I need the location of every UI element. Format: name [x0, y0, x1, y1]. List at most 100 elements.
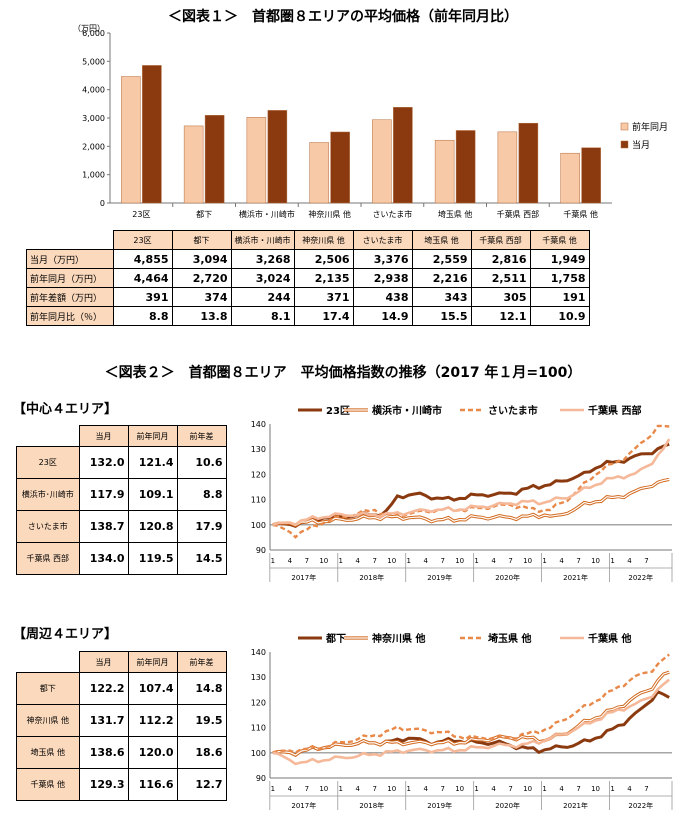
fig1-table-cell: 2,559	[411, 249, 472, 269]
peripheral-table-corner	[16, 651, 80, 673]
central-table-cell: 8.8	[176, 478, 227, 511]
fig1-table-row-label: 前年同月（万円）	[26, 268, 114, 288]
line-month-label: 4	[356, 785, 361, 793]
fig1-table-cell: 3,094	[171, 249, 232, 269]
fig1-table: 23区 都下 横浜市・川崎市 神奈川県 他 さいたま市 埼玉県 他 千葉県 西部…	[26, 230, 590, 326]
central-table-row: 千葉県 西部 134.0 119.5 14.5	[16, 542, 227, 575]
fig1-table-cell: 1,949	[529, 249, 590, 269]
line-y-tick-label: 110	[251, 724, 266, 733]
central-table-cell: 117.9	[78, 478, 129, 511]
line-year-label: 2019年	[427, 801, 452, 810]
bar-curr	[142, 65, 162, 204]
peripheral-table-row: 都下 122.2 107.4 14.8	[16, 672, 227, 705]
line-month-label: 1	[474, 557, 478, 565]
peripheral-col-header: 当月	[78, 651, 129, 673]
peripheral-table-cell: 116.6	[127, 768, 178, 801]
fig1-table-cell: 3,024	[230, 268, 295, 288]
line-month-label: 10	[387, 785, 396, 793]
legend-label: 神奈川県 他	[372, 632, 425, 645]
central-table-row: さいたま市 138.7 120.8 17.9	[16, 510, 227, 543]
fig1-table-cell: 2,216	[411, 268, 472, 288]
central-table-row-label: 横浜市･川崎市	[16, 478, 80, 511]
fig1-col-header: さいたま市	[352, 230, 413, 250]
central-table-cell: 138.7	[78, 510, 129, 543]
peripheral-table-cell: 120.0	[127, 736, 178, 769]
series-line-inner	[272, 478, 670, 527]
bar-curr	[581, 147, 601, 204]
line-month-label: 4	[423, 785, 428, 793]
line-month-label: 10	[319, 557, 328, 565]
legend-label: 千葉県 他	[588, 632, 631, 645]
bar-curr	[330, 131, 350, 204]
bar-y-tick-label: 0	[100, 199, 105, 208]
fig1-table-cell: 10.9	[529, 306, 590, 326]
line-month-label: 1	[474, 785, 478, 793]
fig2-title: ＜図表２＞ 首都圏８エリア 平均価格指数の推移（2017 年１月=100）	[104, 365, 582, 381]
line-month-label: 7	[644, 557, 648, 565]
fig1-table-row-label: 前年同月比（％）	[26, 306, 114, 326]
line-year-label: 2017年	[291, 573, 316, 582]
fig1-table-cell: 15.5	[411, 306, 472, 326]
bar-prev	[183, 125, 204, 204]
central-table-cell: 121.4	[127, 446, 178, 479]
fig1-table-cell: 191	[529, 287, 590, 307]
bar-prev	[246, 117, 267, 204]
line-month-label: 4	[356, 557, 361, 565]
peripheral-table-cell: 122.2	[78, 672, 129, 705]
fig1-table-cell: 374	[171, 287, 232, 307]
central-table-cell: 119.5	[127, 542, 178, 575]
bar-curr	[455, 130, 476, 204]
bar-y-tick-label: 2,000	[82, 142, 105, 151]
line-month-label: 1	[271, 557, 275, 565]
legend-label: さいたま市	[488, 404, 538, 417]
bar-prev	[121, 76, 141, 204]
bar-legend-label: 前年同月	[632, 121, 668, 133]
fig1-table-cell: 8.8	[112, 306, 173, 326]
fig1-table-cell: 2,506	[293, 249, 354, 269]
line-y-tick-label: 130	[251, 673, 266, 682]
line-month-label: 10	[455, 557, 464, 565]
bar-y-tick-label: 5,000	[82, 57, 105, 66]
central-col-header: 前年同月	[127, 425, 178, 447]
line-year-label: 2022年	[628, 573, 653, 582]
line-month-label: 10	[591, 785, 600, 793]
peripheral-table-cell: 107.4	[127, 672, 178, 705]
fig1-table-cell: 3,268	[230, 249, 295, 269]
line-y-tick-label: 90	[256, 546, 266, 555]
line-month-label: 7	[644, 785, 648, 793]
peripheral-table-cell: 18.6	[176, 736, 227, 769]
central-table-cell: 134.0	[78, 542, 129, 575]
fig1-table-cell: 2,720	[171, 268, 232, 288]
fig1-table-row-label: 前年差額（万円）	[26, 287, 114, 307]
fig1-table-cell: 3,376	[352, 249, 413, 269]
bar-category-label: 都下	[196, 210, 212, 219]
line-month-label: 7	[576, 557, 580, 565]
fig1-table-cell: 244	[230, 287, 295, 307]
line-month-label: 1	[339, 785, 343, 793]
line-month-label: 7	[508, 785, 512, 793]
line-year-label: 2020年	[495, 573, 520, 582]
line-month-label: 1	[610, 785, 614, 793]
fig1-table-row: 当月（万円） 4,855 3,094 3,268 2,506 3,376 2,559 2,81…	[26, 249, 590, 269]
bar-curr	[393, 107, 413, 204]
series-line	[272, 438, 671, 527]
line-year-label: 2019年	[427, 573, 452, 582]
bar-category-label: 横浜市・川崎市	[239, 209, 295, 219]
line-month-label: 7	[305, 557, 309, 565]
line-month-label: 1	[271, 785, 275, 793]
bar-y-tick-label: 1,000	[82, 171, 105, 180]
fig1-table-cell: 305	[470, 287, 531, 307]
bar-category-label: 23区	[132, 210, 150, 219]
line-month-label: 1	[339, 557, 343, 565]
line-month-label: 4	[627, 785, 632, 793]
central-table-cell: 14.5	[176, 542, 227, 575]
line-year-label: 2022年	[628, 801, 653, 810]
fig1-title: ＜図表１＞ 首都圏８エリアの平均価格（前年同月比）	[168, 9, 518, 25]
fig1-col-header: 千葉県 西部	[470, 230, 531, 250]
line-y-tick-label: 100	[251, 521, 266, 530]
legend-label: 千葉県 西部	[588, 404, 641, 417]
central-table-cell: 10.6	[176, 446, 227, 479]
line-month-label: 4	[559, 557, 564, 565]
